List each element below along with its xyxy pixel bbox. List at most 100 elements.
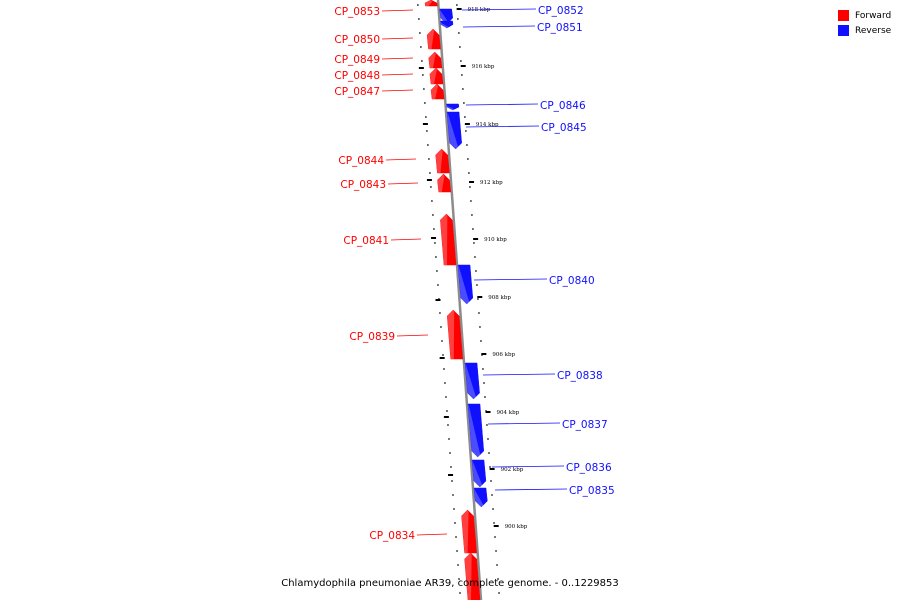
scale-tick bbox=[443, 416, 449, 418]
gene-cp_0836-shade bbox=[471, 460, 483, 487]
guide-dot bbox=[440, 326, 442, 328]
guide-dot bbox=[458, 578, 460, 580]
guide-dot bbox=[442, 354, 444, 356]
gene-cp_0850-leader bbox=[381, 37, 414, 40]
gene-cp_0837-leader bbox=[487, 422, 561, 425]
gene-cp_0834-label: CP_0834 bbox=[369, 530, 415, 542]
gene-cp_0848-label: CP_0848 bbox=[334, 70, 380, 82]
gene-cp_0836-leader bbox=[491, 465, 565, 468]
gene-cp_0844-label: CP_0844 bbox=[338, 155, 384, 167]
guide-dot bbox=[432, 214, 434, 216]
guide-dot bbox=[455, 536, 457, 538]
gene-cp_0845-leader bbox=[465, 125, 540, 128]
guide-dot bbox=[427, 144, 429, 146]
guide-dot bbox=[482, 368, 484, 370]
guide-dot bbox=[423, 88, 425, 90]
guide-dot bbox=[475, 270, 477, 272]
guide-dot bbox=[489, 466, 491, 468]
guide-dot bbox=[417, 4, 419, 6]
guide-dot bbox=[465, 130, 467, 132]
guide-dot bbox=[498, 592, 500, 594]
gene-cp_0847-leader bbox=[381, 89, 414, 92]
gene-cp_0837-shade bbox=[467, 404, 481, 457]
legend-label-reverse: Reverse bbox=[855, 25, 892, 36]
gene-cp_0841-leader bbox=[390, 238, 422, 241]
tick-dots bbox=[417, 4, 500, 594]
gene-cp_0834-leader bbox=[416, 533, 448, 536]
scale-tick bbox=[456, 8, 462, 10]
guide-dot bbox=[490, 480, 492, 482]
legend-item-forward: Forward bbox=[838, 8, 891, 23]
guide-dot bbox=[467, 158, 469, 160]
guide-dot bbox=[497, 578, 499, 580]
scale-tick-label: 904 kbp bbox=[497, 410, 520, 416]
guide-dot bbox=[435, 256, 437, 258]
guide-dot bbox=[434, 242, 436, 244]
guide-dot bbox=[492, 508, 494, 510]
forward-swatch bbox=[838, 10, 849, 21]
scale-tick bbox=[464, 123, 470, 125]
gene-cp_0841-shade bbox=[440, 214, 448, 265]
gene-cp_0851-shade bbox=[440, 21, 451, 28]
gene-cp_0846-shade bbox=[446, 104, 456, 110]
guide-dot bbox=[429, 172, 431, 174]
guide-dot bbox=[443, 368, 445, 370]
gene-cp_0839-label: CP_0839 bbox=[349, 331, 395, 343]
gene-cp_0839-shade bbox=[447, 310, 455, 359]
gene-cp_0840 bbox=[457, 264, 474, 305]
guide-dot bbox=[469, 186, 471, 188]
guide-dot bbox=[471, 214, 473, 216]
scale-tick-label: 916 kbp bbox=[472, 64, 495, 70]
guide-dot bbox=[459, 46, 461, 48]
gene-cp_0845 bbox=[446, 111, 462, 150]
guide-dot bbox=[446, 410, 448, 412]
guide-dot bbox=[444, 382, 446, 384]
guide-dot bbox=[477, 298, 479, 300]
guide-dot bbox=[457, 18, 459, 20]
gene-cp_0844-leader bbox=[385, 158, 417, 161]
gene-cp_0835-leader bbox=[494, 488, 568, 491]
guide-dot bbox=[470, 200, 472, 202]
gene-cp_0838-leader bbox=[482, 373, 556, 376]
gene-cp_0840-shade bbox=[457, 265, 470, 304]
gene-cp_0850-shade bbox=[427, 29, 435, 49]
guide-dot bbox=[478, 312, 480, 314]
gene-cp_0845-label: CP_0845 bbox=[541, 122, 587, 134]
guide-dot bbox=[420, 46, 422, 48]
scale-tick bbox=[435, 299, 441, 301]
scale-tick bbox=[460, 65, 466, 67]
guide-dot bbox=[494, 536, 496, 538]
guide-dot bbox=[437, 284, 439, 286]
guide-dot bbox=[457, 564, 459, 566]
gene-cp_0853-leader bbox=[381, 9, 414, 12]
gene-cp_0847-label: CP_0847 bbox=[334, 86, 380, 98]
guide-dot bbox=[431, 200, 433, 202]
guide-dot bbox=[456, 4, 458, 6]
gene-cp_0851 bbox=[440, 20, 454, 29]
gene-cp_0853-label: CP_0853 bbox=[334, 6, 380, 18]
guide-dot bbox=[466, 144, 468, 146]
gene-cp_0834-shade bbox=[461, 510, 469, 553]
scale-tick bbox=[422, 123, 428, 125]
guide-dot bbox=[468, 172, 470, 174]
gene-cp_0846-label: CP_0846 bbox=[540, 100, 586, 112]
guide-dot bbox=[476, 284, 478, 286]
reverse-swatch bbox=[838, 25, 849, 36]
gene-cp_0839 bbox=[446, 309, 463, 360]
legend-label-forward: Forward bbox=[855, 10, 892, 21]
gene-cp_0847 bbox=[430, 83, 445, 100]
gene-cp_0850 bbox=[426, 28, 441, 50]
gene-cp_0843-leader bbox=[387, 182, 419, 185]
scale-tick bbox=[485, 411, 491, 413]
legend-item-reverse: Reverse bbox=[838, 23, 891, 38]
gene-cp_0848-leader bbox=[381, 73, 414, 76]
guide-dot bbox=[487, 438, 489, 440]
gene-cp_0843-shade bbox=[437, 174, 445, 192]
guide-dot bbox=[445, 396, 447, 398]
guide-dot bbox=[426, 130, 428, 132]
scale-tick bbox=[439, 357, 445, 359]
guide-dot bbox=[449, 452, 451, 454]
guide-dot bbox=[454, 522, 456, 524]
scale-tick bbox=[418, 67, 424, 69]
guide-dot bbox=[441, 340, 443, 342]
